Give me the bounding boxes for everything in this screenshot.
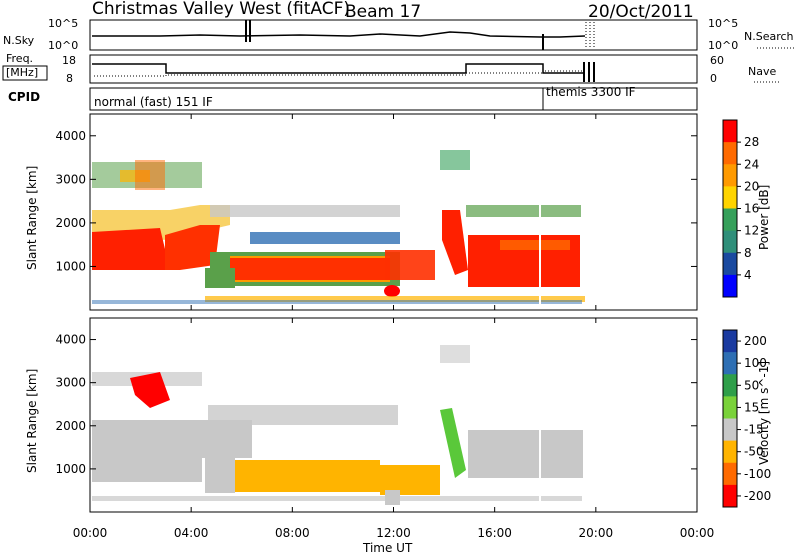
- y-tick-label: 3000: [55, 172, 86, 186]
- x-tick-label: 08:00: [275, 526, 310, 540]
- nsky-trace: [92, 31, 586, 38]
- colorbar-segment: [723, 462, 737, 486]
- cpid-mode-1: normal (fast) 151 IF: [94, 95, 213, 109]
- colorbar-segment: [723, 230, 737, 254]
- colorbar-segment: [723, 186, 737, 209]
- nsky-panel: N.Sky 10^5 10^0 10^5 10^0 N.Search: [3, 17, 796, 52]
- colorbar-tick-label: 12: [744, 224, 759, 238]
- velocity-yticks: 1000 2000 3000 4000: [55, 333, 697, 476]
- colorbar-tick-label: -100: [744, 467, 771, 481]
- colorbar-tick-label: 20: [744, 179, 759, 193]
- colorbar-segment: [723, 440, 737, 464]
- nsearch-tick-bottom: 10^0: [708, 39, 738, 52]
- colorbar-tick-label: 200: [744, 334, 767, 348]
- x-axis-ticks: 00:00 04:00 08:00 12:00 16:00 20:00 00:00: [73, 114, 715, 540]
- colorbar-tick-label: 50: [744, 378, 759, 392]
- colorbar-tick-label: 16: [744, 202, 759, 216]
- colorbar-segment: [723, 120, 737, 143]
- y-tick-label: 4000: [55, 333, 86, 347]
- colorbar-tick-label: -50: [744, 445, 764, 459]
- power-data: [92, 115, 585, 305]
- power-colorbar-ticks: 28 24 20 16 12 8 4: [737, 135, 759, 282]
- power-yticks: 1000 2000 3000 4000: [55, 129, 697, 273]
- y-tick-label: 2000: [55, 419, 86, 433]
- chart-title: Christmas Valley West (fitACF): [92, 0, 350, 19]
- freq-tick-top: 18: [62, 54, 76, 67]
- colorbar-segment: [723, 142, 737, 165]
- colorbar-segment: [723, 374, 737, 397]
- velocity-data: [92, 320, 583, 505]
- power-colorbar: [722, 119, 738, 298]
- y-tick-label: 2000: [55, 216, 86, 230]
- colorbar-segment: [723, 208, 737, 232]
- nsearch-tick-top: 10^5: [708, 17, 738, 30]
- colorbar-frame: [722, 329, 738, 508]
- colorbar-segment: [723, 274, 737, 298]
- x-tick-label: 12:00: [376, 526, 411, 540]
- freq-tick-bottom: 8: [66, 72, 73, 85]
- x-tick-label: 16:00: [477, 526, 512, 540]
- x-tick-label: 00:00: [73, 526, 108, 540]
- date-label: 20/Oct/2011: [588, 2, 694, 22]
- colorbar-tick-label: 28: [744, 135, 759, 149]
- cpid-label: CPID: [8, 90, 40, 104]
- colorbar-tick-label: 100: [744, 356, 767, 370]
- colorbar-tick-label: 15: [744, 400, 759, 414]
- freq-panel: Freq. [MHz] 18 8 60 0 Nave: [2, 52, 780, 85]
- power-panel: Slant Range [km] 1000 2000 3000 4000 28 24 20…: [25, 113, 771, 311]
- power-ylabel: Slant Range [km]: [25, 166, 39, 270]
- nave-trace: [94, 70, 584, 77]
- y-tick-label: 3000: [55, 376, 86, 390]
- cpid-mode-2: themis 3300 IF: [546, 85, 636, 99]
- nsky-tick-top: 10^5: [48, 17, 78, 30]
- colorbar-segment: [723, 484, 737, 508]
- colorbar-segment: [723, 352, 737, 375]
- freq-label-2: [MHz]: [6, 66, 38, 79]
- cpid-panel: CPID normal (fast) 151 IF themis 3300 IF: [8, 85, 698, 111]
- nave-tick-top: 60: [710, 54, 724, 67]
- x-tick-label: 20:00: [579, 526, 614, 540]
- colorbar-segment: [723, 330, 737, 353]
- velocity-ylabel: Slant Range [km]: [25, 369, 39, 473]
- y-tick-label: 1000: [55, 259, 86, 273]
- x-tick-label: 00:00: [680, 526, 715, 540]
- nave-tick-bottom: 0: [710, 72, 717, 85]
- velocity-colorbar-ticks: 200 100 50 15 -15 -50 -100 -200: [737, 334, 771, 503]
- y-tick-label: 1000: [55, 462, 86, 476]
- colorbar-segment: [723, 396, 737, 419]
- velocity-panel: Slant Range [km] 1000 2000 3000 4000 200 100…: [25, 317, 771, 513]
- velocity-colorbar-label: Velocity [m s^-1]: [757, 361, 771, 465]
- freq-label-1: Freq.: [6, 52, 33, 65]
- colorbar-tick-label: -200: [744, 489, 771, 503]
- nsky-label: N.Sky: [3, 34, 35, 47]
- power-colorbar-label: Power [dB]: [757, 185, 771, 250]
- beam-label: Beam 17: [345, 2, 421, 22]
- y-tick-label: 4000: [55, 129, 86, 143]
- x-axis-label: Time UT: [362, 541, 413, 554]
- x-tick-label: 04:00: [174, 526, 209, 540]
- freq-trace: [92, 63, 584, 74]
- colorbar-tick-label: 8: [744, 246, 752, 260]
- colorbar-tick-label: -15: [744, 423, 764, 437]
- colorbar-segment: [723, 418, 737, 442]
- colorbar-tick-label: 24: [744, 157, 759, 171]
- nave-label: Nave: [748, 65, 776, 78]
- colorbar-tick-label: 4: [744, 268, 752, 282]
- colorbar-segment: [723, 164, 737, 187]
- nsky-tick-bottom: 10^0: [48, 39, 78, 52]
- velocity-colorbar: [722, 329, 738, 508]
- nsearch-label: N.Search: [744, 30, 794, 43]
- colorbar-segment: [723, 252, 737, 276]
